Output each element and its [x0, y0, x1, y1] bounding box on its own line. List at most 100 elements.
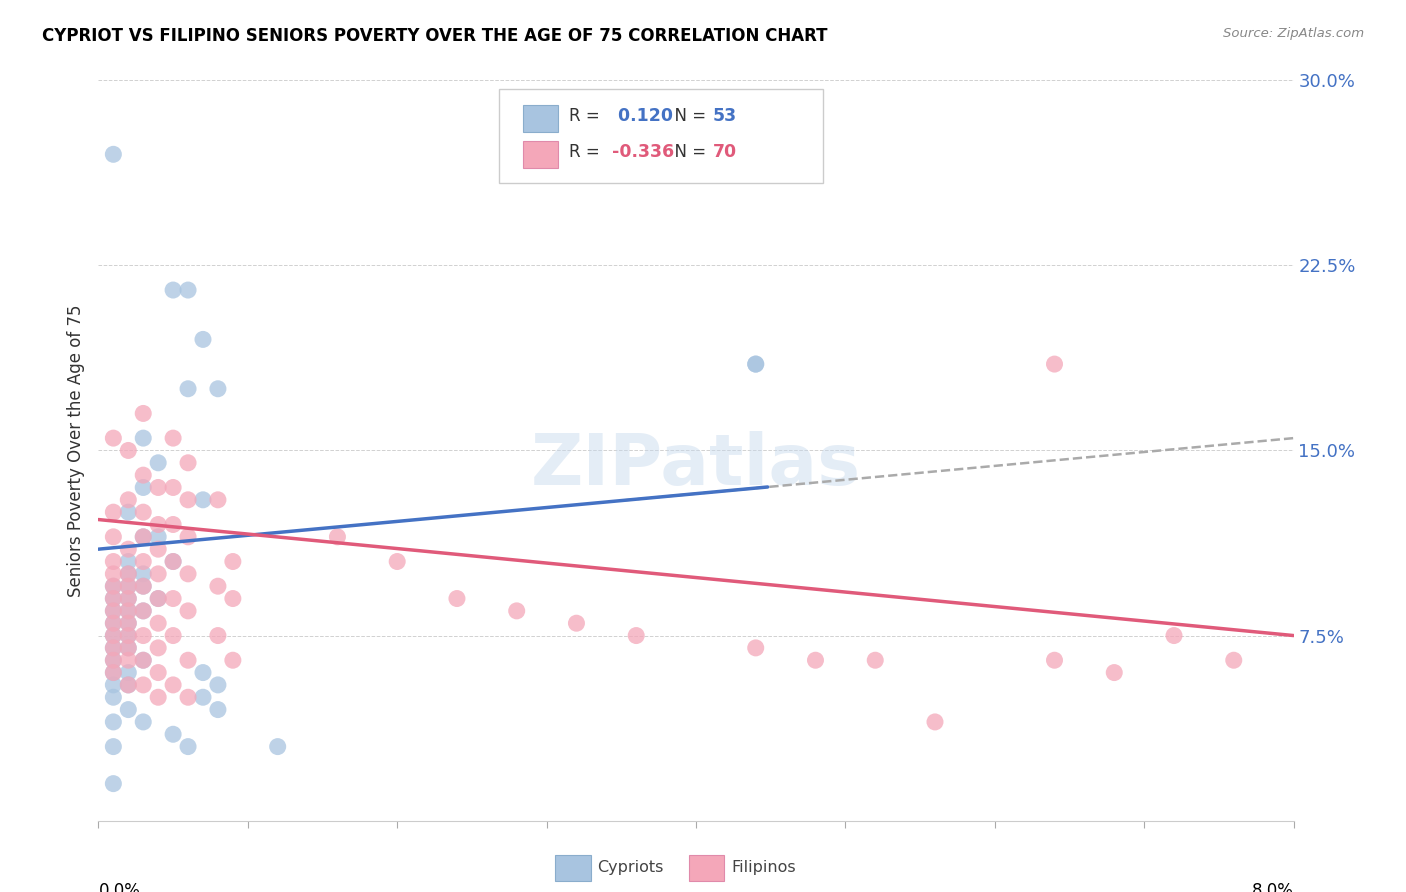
Point — [132, 431, 155, 445]
Point — [103, 714, 125, 729]
Point — [132, 579, 155, 593]
Point — [103, 579, 125, 593]
Point — [177, 492, 200, 507]
Text: N =: N = — [664, 107, 711, 125]
Point — [103, 566, 125, 581]
Point — [117, 678, 139, 692]
Point — [117, 591, 139, 606]
Point — [103, 591, 125, 606]
Point — [103, 776, 125, 791]
Point — [148, 542, 170, 557]
Point — [745, 357, 768, 371]
Point — [177, 690, 200, 705]
Point — [132, 407, 155, 421]
Point — [117, 628, 139, 642]
Point — [148, 566, 170, 581]
Point — [117, 616, 139, 631]
Point — [132, 468, 155, 483]
Text: Filipinos: Filipinos — [731, 860, 796, 874]
Point — [191, 492, 214, 507]
Point — [148, 616, 170, 631]
Point — [103, 530, 125, 544]
Point — [745, 357, 768, 371]
Point — [132, 653, 155, 667]
Point — [103, 147, 125, 161]
Point — [191, 690, 214, 705]
Point — [117, 542, 139, 557]
Text: R =: R = — [569, 143, 606, 161]
Point — [1163, 628, 1185, 642]
Point — [132, 604, 155, 618]
Point — [117, 566, 139, 581]
Point — [117, 591, 139, 606]
Point — [103, 628, 125, 642]
Point — [162, 591, 184, 606]
Point — [924, 714, 946, 729]
Point — [103, 628, 125, 642]
Point — [148, 665, 170, 680]
Point — [222, 555, 245, 569]
Point — [177, 566, 200, 581]
Point — [117, 566, 139, 581]
Point — [103, 678, 125, 692]
Point — [103, 640, 125, 655]
Point — [222, 653, 245, 667]
Point — [117, 640, 139, 655]
Point — [177, 530, 200, 544]
Point — [385, 555, 409, 569]
Point — [865, 653, 887, 667]
Point — [132, 653, 155, 667]
Point — [162, 480, 184, 494]
Point — [132, 555, 155, 569]
Point — [117, 579, 139, 593]
Text: N =: N = — [664, 143, 711, 161]
Point — [191, 332, 214, 346]
Point — [103, 431, 125, 445]
Point — [177, 653, 200, 667]
Point — [103, 555, 125, 569]
Point — [207, 678, 229, 692]
Point — [132, 530, 155, 544]
Point — [117, 505, 139, 519]
Point — [1043, 653, 1066, 667]
Point — [117, 604, 139, 618]
Point — [1104, 665, 1126, 680]
Point — [103, 653, 125, 667]
Text: 53: 53 — [713, 107, 737, 125]
Point — [103, 653, 125, 667]
Point — [117, 665, 139, 680]
Point — [162, 678, 184, 692]
Point — [207, 703, 229, 717]
Text: CYPRIOT VS FILIPINO SENIORS POVERTY OVER THE AGE OF 75 CORRELATION CHART: CYPRIOT VS FILIPINO SENIORS POVERTY OVER… — [42, 27, 828, 45]
Point — [1043, 357, 1066, 371]
Point — [565, 616, 588, 631]
Point — [132, 505, 155, 519]
Point — [103, 591, 125, 606]
Text: 70: 70 — [713, 143, 737, 161]
Point — [103, 640, 125, 655]
Point — [132, 530, 155, 544]
Y-axis label: Seniors Poverty Over the Age of 75: Seniors Poverty Over the Age of 75 — [66, 304, 84, 597]
Point — [177, 382, 200, 396]
Point — [117, 492, 139, 507]
Text: Cypriots: Cypriots — [598, 860, 664, 874]
Point — [626, 628, 648, 642]
Point — [117, 628, 139, 642]
Point — [191, 665, 214, 680]
Point — [162, 555, 184, 569]
Point — [132, 579, 155, 593]
Point — [267, 739, 290, 754]
Point — [132, 714, 155, 729]
Point — [103, 579, 125, 593]
Point — [117, 616, 139, 631]
Text: 0.120: 0.120 — [612, 107, 672, 125]
Point — [132, 628, 155, 642]
Point — [132, 604, 155, 618]
Point — [103, 616, 125, 631]
Point — [207, 382, 229, 396]
Point — [207, 628, 229, 642]
Point — [804, 653, 827, 667]
Point — [132, 480, 155, 494]
Text: Source: ZipAtlas.com: Source: ZipAtlas.com — [1223, 27, 1364, 40]
Point — [177, 739, 200, 754]
